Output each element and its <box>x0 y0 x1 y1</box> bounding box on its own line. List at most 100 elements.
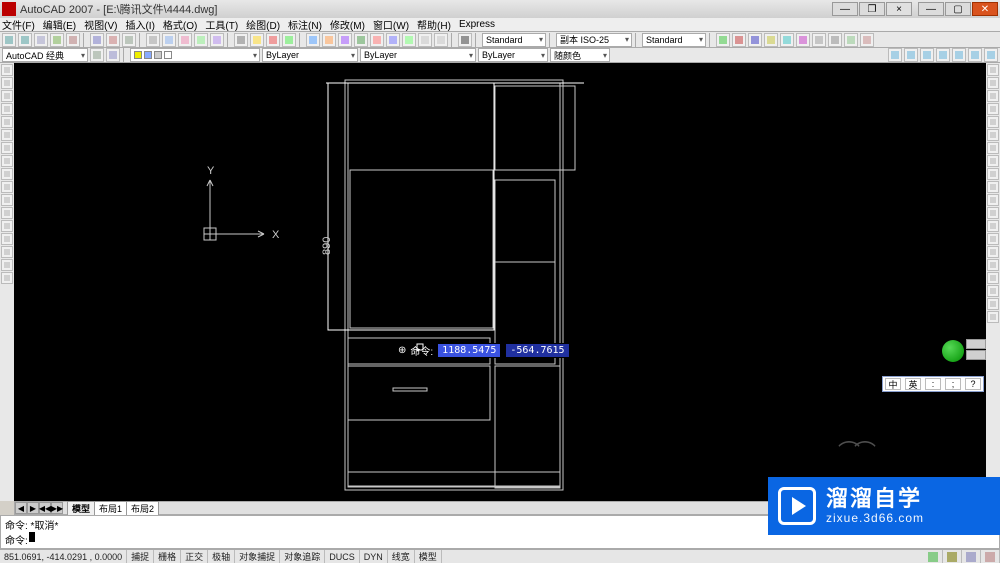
tab-scroll-arrow[interactable]: ▶▶ <box>51 502 63 514</box>
toolbar-button[interactable] <box>764 33 778 47</box>
zoom-button[interactable] <box>952 48 966 62</box>
ime-button[interactable]: ? <box>965 378 981 390</box>
draw-tool-button[interactable] <box>1 77 13 89</box>
menu-item[interactable]: Express <box>459 19 495 30</box>
status-toggle[interactable]: DYN <box>360 550 388 563</box>
menu-item[interactable]: 绘图(D) <box>246 17 280 32</box>
draw-tool-button[interactable] <box>1 220 13 232</box>
draw-tool-button[interactable] <box>1 90 13 102</box>
toolbar-button[interactable] <box>2 33 16 47</box>
ime-button[interactable]: : <box>925 378 941 390</box>
modify-tool-button[interactable] <box>987 155 999 167</box>
modify-tool-button[interactable] <box>987 207 999 219</box>
zoom-button[interactable] <box>984 48 998 62</box>
orb-tag-1[interactable] <box>966 339 986 349</box>
doc-close-button[interactable]: × <box>886 2 912 16</box>
modify-tool-button[interactable] <box>987 285 999 297</box>
modify-tool-button[interactable] <box>987 77 999 89</box>
toolbar-button[interactable] <box>458 33 472 47</box>
annotation-orb[interactable] <box>942 340 964 362</box>
layout-tab[interactable]: 布局2 <box>126 501 159 516</box>
modify-tool-button[interactable] <box>987 246 999 258</box>
toolbar-button[interactable] <box>282 33 296 47</box>
workspace-dropdown[interactable]: AutoCAD 经典 <box>2 48 88 62</box>
toolbar-dropdown[interactable]: Standard <box>482 33 546 47</box>
ime-button[interactable]: 英 <box>905 378 921 390</box>
toolbar-button[interactable] <box>306 33 320 47</box>
menu-item[interactable]: 视图(V) <box>84 17 117 32</box>
toolbar-button[interactable] <box>122 33 136 47</box>
status-toggle[interactable]: 对象追踪 <box>280 550 325 563</box>
modify-tool-button[interactable] <box>987 90 999 102</box>
ime-button[interactable]: ; <box>945 378 961 390</box>
toolbar-button[interactable] <box>732 33 746 47</box>
toolbar-button[interactable] <box>860 33 874 47</box>
menu-item[interactable]: 标注(N) <box>288 17 322 32</box>
status-toggle[interactable]: 极轴 <box>208 550 235 563</box>
draw-tool-button[interactable] <box>1 116 13 128</box>
menu-item[interactable]: 编辑(E) <box>43 17 76 32</box>
toolbar-button[interactable] <box>178 33 192 47</box>
toolbar-button[interactable] <box>18 33 32 47</box>
draw-tool-button[interactable] <box>1 181 13 193</box>
status-tray-icon[interactable] <box>981 550 1000 563</box>
status-toggle[interactable]: DUCS <box>325 550 360 563</box>
modify-tool-button[interactable] <box>987 233 999 245</box>
draw-tool-button[interactable] <box>1 259 13 271</box>
toolbar-button[interactable] <box>386 33 400 47</box>
property-dropdown[interactable]: ByLayer <box>478 48 548 62</box>
toolbar-button[interactable] <box>716 33 730 47</box>
menu-item[interactable]: 帮助(H) <box>417 17 451 32</box>
zoom-button[interactable] <box>888 48 902 62</box>
toolbar-button[interactable] <box>796 33 810 47</box>
status-toggle[interactable]: 正交 <box>181 550 208 563</box>
layout-tab[interactable]: 布局1 <box>94 501 127 516</box>
toolbar-button[interactable] <box>34 33 48 47</box>
draw-tool-button[interactable] <box>1 103 13 115</box>
zoom-button[interactable] <box>936 48 950 62</box>
modify-tool-button[interactable] <box>987 64 999 76</box>
layer-dropdown[interactable] <box>130 48 260 62</box>
status-toggle[interactable]: 栅格 <box>154 550 181 563</box>
toolbar-button[interactable] <box>66 33 80 47</box>
zoom-button[interactable] <box>968 48 982 62</box>
toolbar-button[interactable] <box>844 33 858 47</box>
toolbar-button[interactable] <box>828 33 842 47</box>
menu-item[interactable]: 插入(I) <box>125 17 154 32</box>
menu-item[interactable]: 修改(M) <box>330 17 365 32</box>
modify-tool-button[interactable] <box>987 103 999 115</box>
draw-tool-button[interactable] <box>1 142 13 154</box>
status-tray-icon[interactable] <box>943 550 962 563</box>
toolbar-button[interactable] <box>418 33 432 47</box>
maximize-button[interactable]: ▢ <box>945 2 971 16</box>
dyn-x-value[interactable]: 1188.5475 <box>437 343 501 358</box>
toolbar-button[interactable] <box>402 33 416 47</box>
modify-tool-button[interactable] <box>987 259 999 271</box>
status-toggle[interactable]: 对象捕捉 <box>235 550 280 563</box>
toolbar-button[interactable] <box>338 33 352 47</box>
toolbar-button[interactable] <box>748 33 762 47</box>
modify-tool-button[interactable] <box>987 311 999 323</box>
draw-tool-button[interactable] <box>1 168 13 180</box>
menu-item[interactable]: 窗口(W) <box>373 17 409 32</box>
toolbar-button[interactable] <box>266 33 280 47</box>
dyn-y-value[interactable]: -564.7615 <box>505 343 569 358</box>
draw-tool-button[interactable] <box>1 194 13 206</box>
toolbar-button[interactable] <box>322 33 336 47</box>
draw-tool-button[interactable] <box>1 155 13 167</box>
toolbar-button[interactable] <box>780 33 794 47</box>
toolbar-button[interactable] <box>250 33 264 47</box>
status-tray-icon[interactable] <box>924 550 943 563</box>
modify-tool-button[interactable] <box>987 181 999 193</box>
draw-tool-button[interactable] <box>1 129 13 141</box>
property-dropdown[interactable]: 随颜色 <box>550 48 610 62</box>
modify-tool-button[interactable] <box>987 272 999 284</box>
property-dropdown[interactable]: ByLayer <box>360 48 476 62</box>
close-button[interactable]: ✕ <box>972 2 998 16</box>
toolbar-button[interactable] <box>50 33 64 47</box>
modify-tool-button[interactable] <box>987 220 999 232</box>
zoom-button[interactable] <box>904 48 918 62</box>
menu-item[interactable]: 格式(O) <box>163 17 197 32</box>
zoom-button[interactable] <box>920 48 934 62</box>
tab-scroll-arrow[interactable]: ◀◀ <box>39 502 51 514</box>
